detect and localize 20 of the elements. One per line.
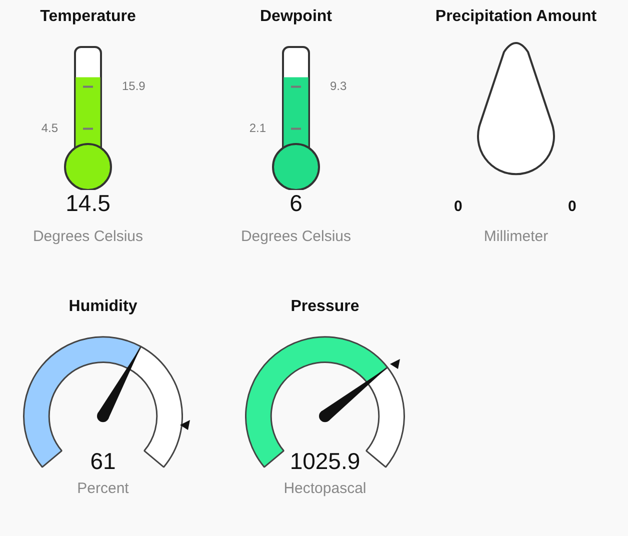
text: Percent (76, 480, 130, 497)
text: Dewpoint (259, 8, 333, 26)
text: 2.1 (249, 121, 266, 136)
text: Hectopascal (282, 480, 368, 497)
chart-title: Pressure (290, 298, 360, 316)
text: Millimeter (482, 228, 550, 245)
text: 4.5 (41, 121, 58, 136)
chart-title: Humidity (68, 298, 138, 316)
text: 61 (89, 448, 117, 475)
text: Temperature (39, 8, 137, 26)
text: 1025.9 (288, 448, 362, 475)
text: Precipitation Amount (434, 8, 598, 26)
text: 9.3 (330, 79, 348, 94)
data-label: 6 (288, 190, 304, 217)
text: 15.9 (122, 79, 146, 94)
text: 0 (568, 198, 576, 215)
text: Degrees Celsius (240, 228, 352, 245)
text: Degrees Celsius (32, 228, 144, 245)
data-label: 14.5 (64, 190, 112, 217)
text: 0 (454, 198, 462, 215)
